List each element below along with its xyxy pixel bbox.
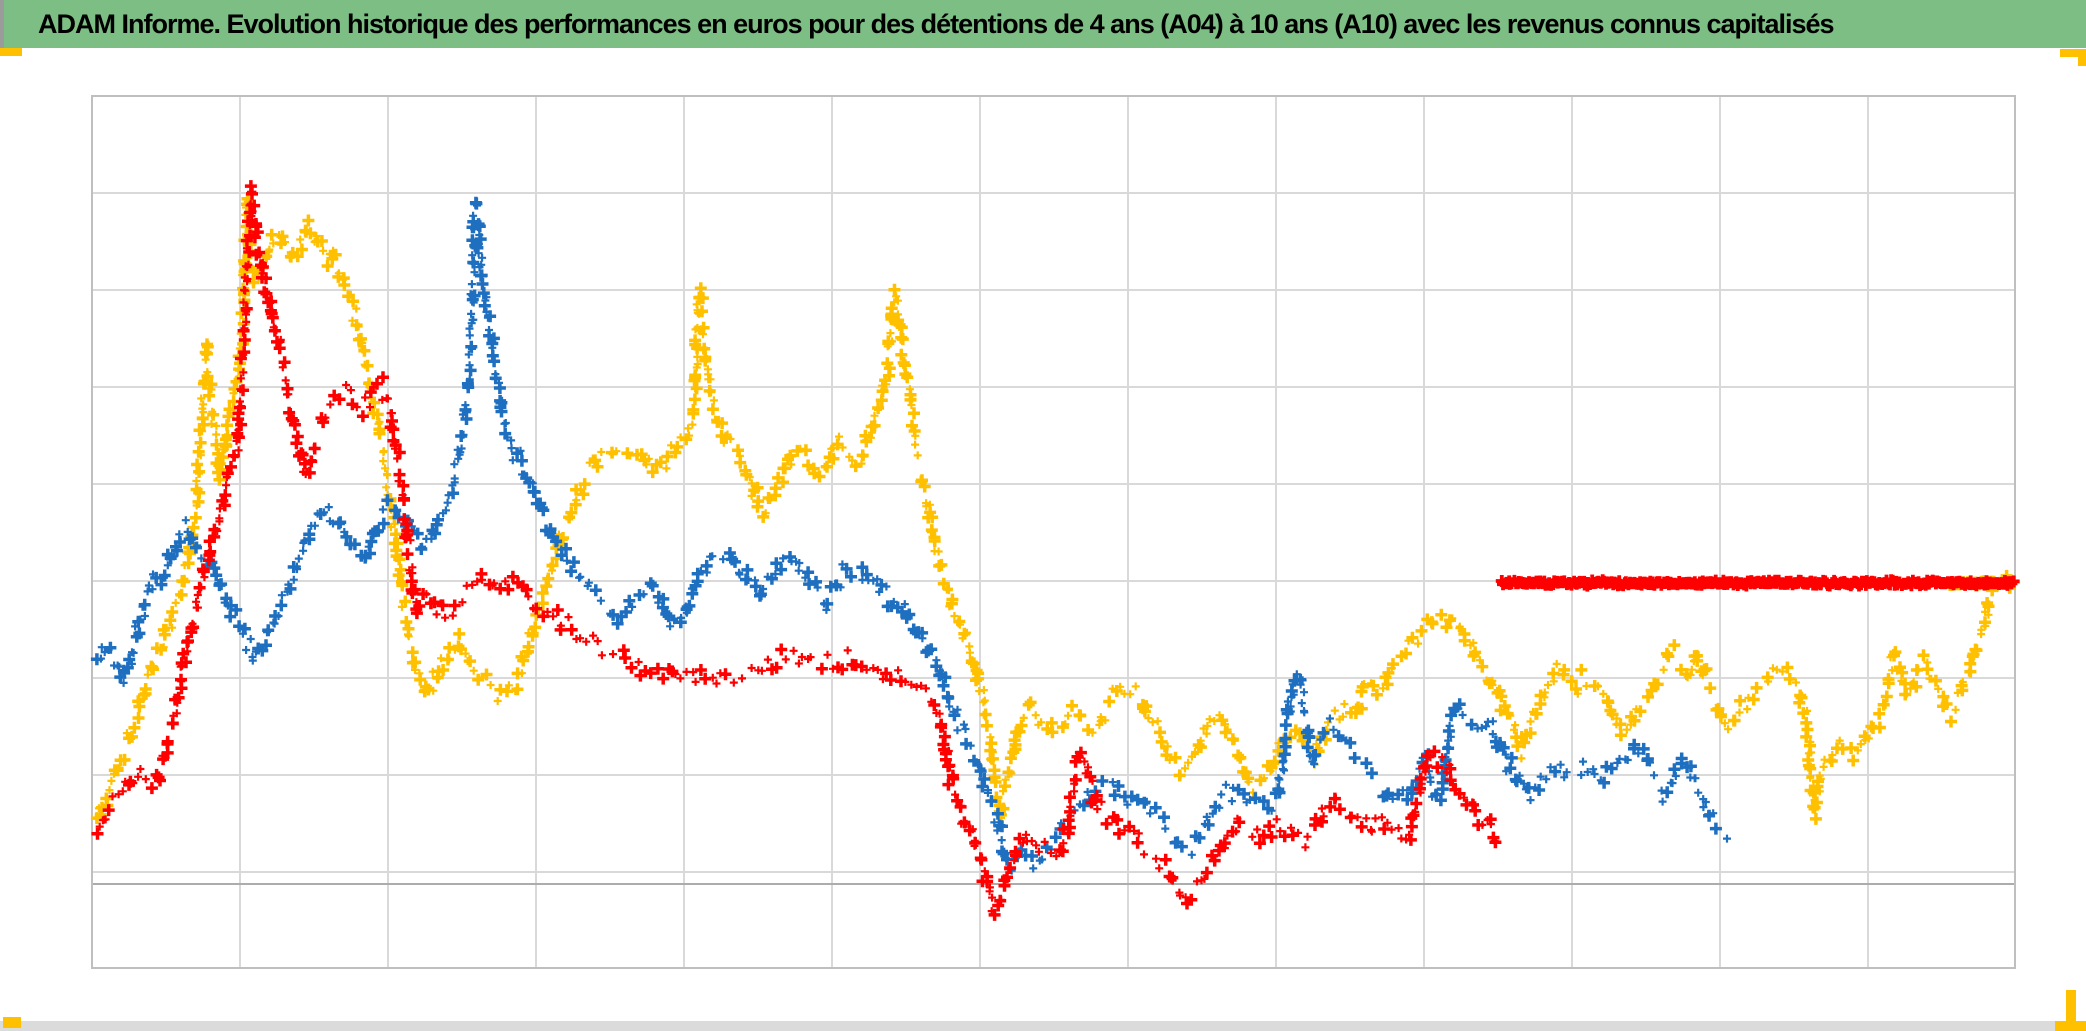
accent-tab-top-left [0, 48, 22, 56]
header-bar: ADAM Informe. Evolution historique des p… [0, 0, 2086, 48]
accent-corner-top-right-edge [2078, 49, 2086, 66]
page-title: ADAM Informe. Evolution historique des p… [38, 9, 1835, 39]
accent-corner-bottom-right-edge [2066, 990, 2076, 1031]
accent-corner-top-right [2060, 49, 2086, 57]
horizontal-scrollbar[interactable] [0, 1021, 2086, 1031]
accent-square-bottom-left [3, 1017, 21, 1028]
accent-corner-bottom-right [2055, 1021, 2086, 1031]
